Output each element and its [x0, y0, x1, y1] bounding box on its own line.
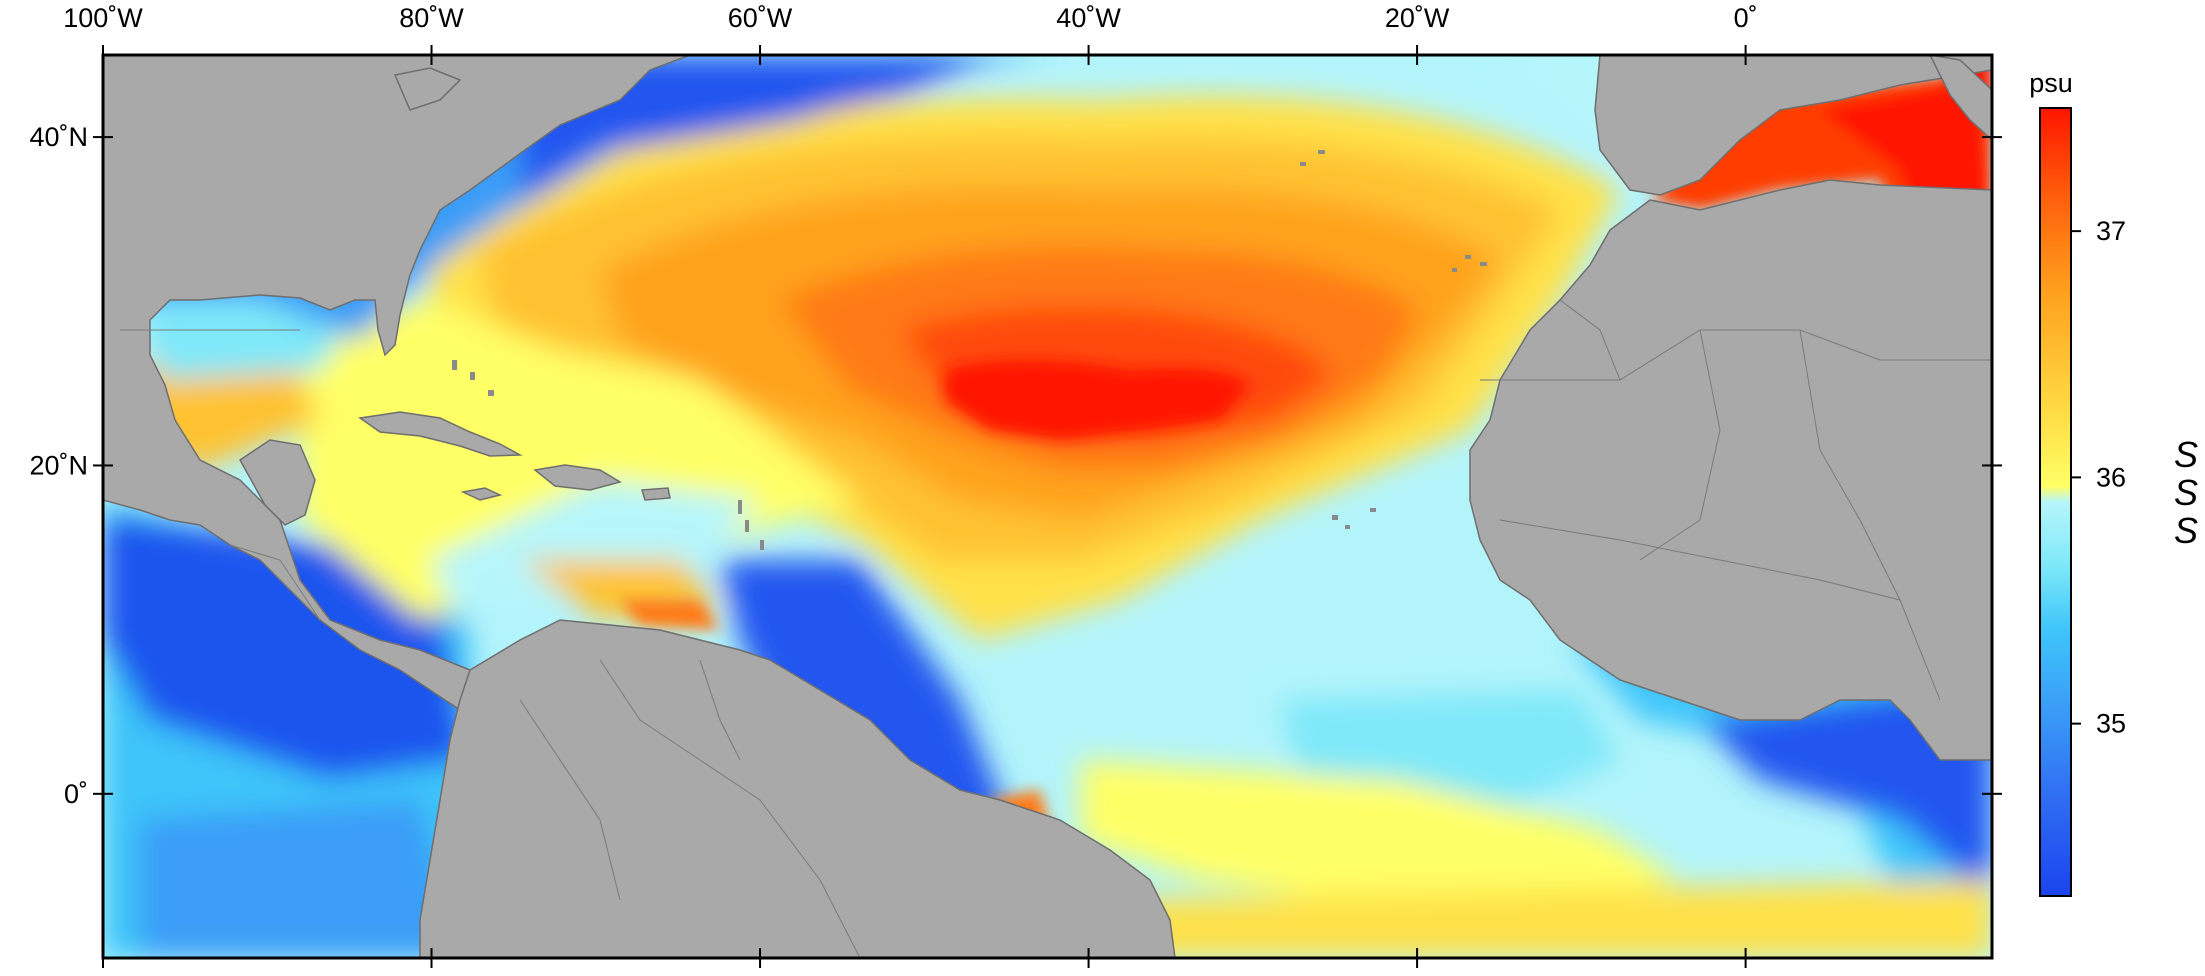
lon-tick-label: 100˚W	[63, 3, 143, 33]
lon-tick-label: 80˚W	[399, 3, 464, 33]
map-area	[103, 55, 1992, 958]
lon-tick-label: 20˚W	[1385, 3, 1450, 33]
colorbar-tick-label: 35	[2096, 709, 2126, 739]
yucatan-land	[239, 439, 316, 526]
africa-land	[1469, 179, 1992, 761]
map-frame	[101, 53, 1994, 960]
lat-tick-label: 40˚N	[29, 122, 88, 152]
jamaica-land	[460, 487, 503, 501]
colorbar-ticks: 37 36 35	[2071, 216, 2126, 739]
country-borders	[120, 299, 1992, 958]
longitude-axis: 100˚W 80˚W 60˚W 40˚W 20˚W 0˚	[63, 3, 1758, 968]
latitude-axis: 40˚N 20˚N 0˚	[29, 122, 2002, 809]
lon-tick-label: 0˚	[1734, 3, 1758, 33]
italy-sicily-land	[1929, 55, 1992, 142]
land-masses	[103, 55, 1992, 958]
lon-tick-label: 40˚W	[1056, 3, 1121, 33]
colorbar-tick-label: 36	[2096, 462, 2126, 492]
lat-tick-label: 20˚N	[29, 450, 88, 480]
north-america-land	[103, 55, 691, 711]
greenland-nova-scotia-land	[393, 67, 462, 111]
south-america-land	[419, 619, 1176, 958]
small-islands	[452, 150, 1487, 550]
colorbar-title-letter: S	[2174, 434, 2198, 475]
lon-tick-label: 60˚W	[728, 3, 793, 33]
iberia-land	[1594, 55, 1992, 196]
colorbar-units: psu	[2029, 68, 2073, 98]
colorbar-title-letter: S	[2174, 472, 2198, 513]
cuba-land	[358, 411, 523, 457]
colorbar-title-letter: S	[2174, 510, 2198, 551]
lat-tick-label: 0˚	[64, 779, 88, 809]
hispaniola-land	[533, 464, 622, 491]
colorbar-tick-label: 37	[2096, 216, 2126, 246]
puerto-rico-land	[641, 487, 671, 501]
colorbar-gradient	[2039, 107, 2072, 897]
